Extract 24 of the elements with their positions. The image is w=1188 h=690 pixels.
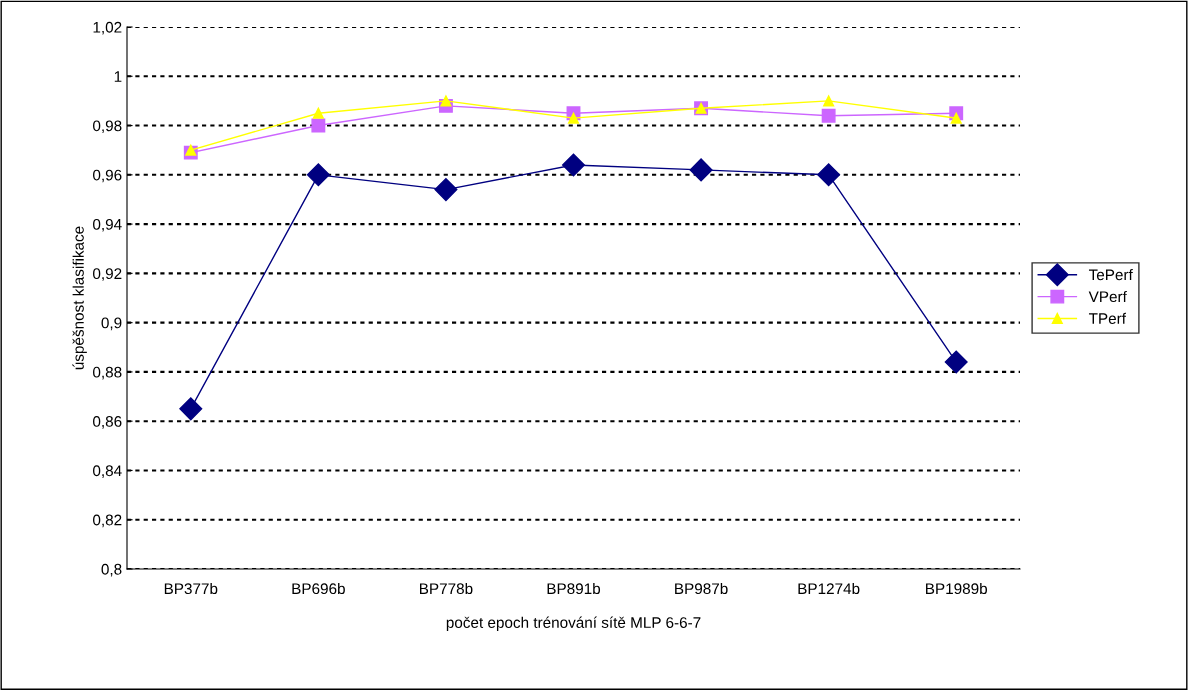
- y-tick-label: 1,02: [93, 21, 122, 35]
- y-tick-label: 0,88: [93, 366, 122, 380]
- x-tick-label: BP778b: [420, 582, 473, 595]
- x-tick-label: BP891b: [547, 582, 601, 595]
- y-axis-title: úspěšnost klasifikace: [72, 226, 87, 370]
- x-tick-label: BP987b: [675, 582, 728, 595]
- x-tick-label: BP696b: [292, 582, 345, 595]
- y-tick-label: 0,98: [93, 120, 122, 134]
- x-tick-label: BP377b: [164, 582, 218, 595]
- y-tick-label: 0,86: [93, 416, 122, 429]
- x-tick-label: BP1989b: [926, 582, 988, 595]
- y-tick-label: 1: [114, 71, 122, 82]
- y-tick-label: 0,9: [101, 317, 122, 331]
- legend-label: TePerf: [1088, 269, 1133, 281]
- x-axis-title: počet epoch trénování sítě MLP 6-6-7: [446, 616, 701, 631]
- y-tick-label: 0,96: [93, 169, 122, 183]
- y-tick-label: 0,84: [93, 465, 122, 478]
- x-tick-label: BP1274b: [798, 582, 860, 595]
- y-tick-label: 0,82: [93, 514, 122, 528]
- legend-label: TPerf: [1088, 312, 1127, 324]
- y-tick-label: 0,94: [93, 218, 122, 232]
- legend-label: VPerf: [1088, 290, 1127, 303]
- y-tick-label: 0,92: [93, 268, 122, 281]
- y-tick-label: 0,8: [101, 563, 122, 577]
